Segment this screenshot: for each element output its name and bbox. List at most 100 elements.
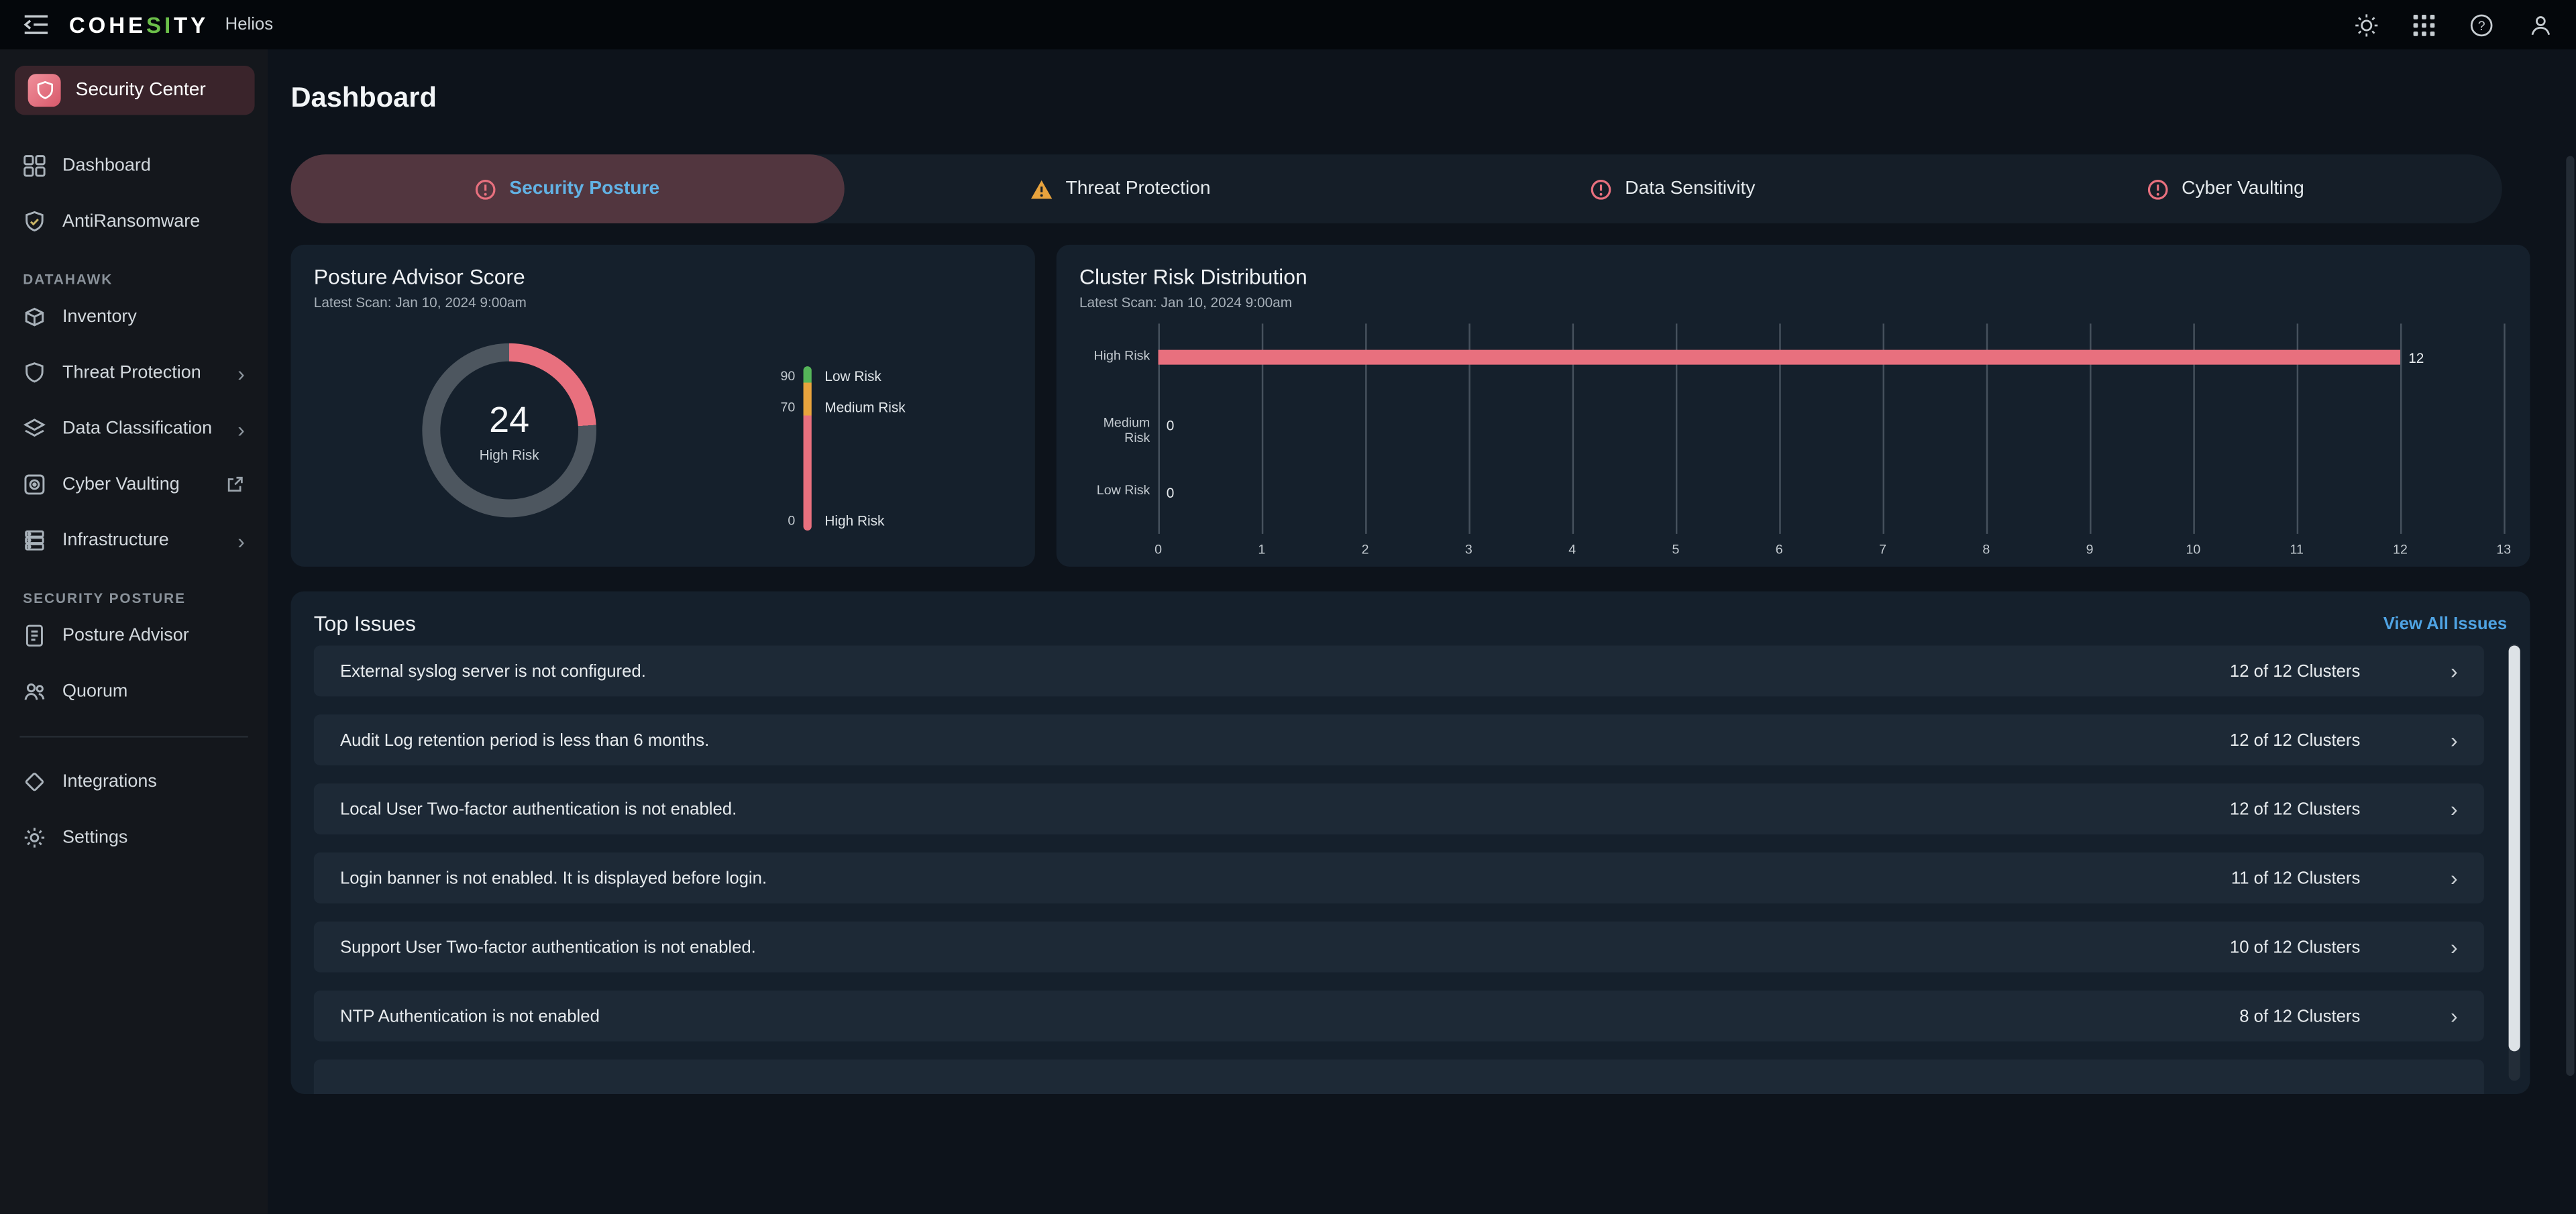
sidebar-item-posture-advisor[interactable]: Posture Advisor <box>0 608 268 663</box>
theme-brightness-icon[interactable] <box>2354 12 2379 37</box>
sidebar-item-label: Data Classification <box>62 419 213 439</box>
quorum-icon <box>24 683 45 700</box>
issue-text: Support User Two-factor authentication i… <box>339 937 756 957</box>
integrations-icon <box>25 773 44 791</box>
sidebar-item-label: Posture Advisor <box>62 626 189 646</box>
sidebar-item-label: AntiRansomware <box>62 211 201 232</box>
bar-medium-risk: 0 <box>1159 417 2504 433</box>
tab-threat-protection[interactable]: Threat Protection <box>844 154 1397 223</box>
svg-text:?: ? <box>2478 18 2485 33</box>
top-issues-card: Top Issues View All Issues External sysl… <box>290 591 2530 1095</box>
issues-scrollbar-track[interactable] <box>2508 644 2520 1081</box>
sidebar-item-integrations[interactable]: Integrations <box>0 754 268 810</box>
tab-security-posture[interactable]: Security Posture <box>290 154 844 224</box>
tab-cyber-vaulting[interactable]: Cyber Vaulting <box>1949 154 2502 223</box>
issue-text: NTP Authentication is not enabled <box>339 1006 600 1026</box>
x-tick-label: 1 <box>1258 542 1266 557</box>
apps-grid-icon[interactable] <box>2413 13 2435 36</box>
card-subtitle: Latest Scan: Jan 10, 2024 9:00am <box>313 294 527 311</box>
x-tick-label: 3 <box>1464 542 1472 557</box>
gridline <box>2090 323 2092 534</box>
list-item[interactable]: Local User Two-factor authentication is … <box>313 783 2484 835</box>
dashboard-icon <box>23 155 46 177</box>
issues-scrollbar-thumb[interactable] <box>2508 645 2520 1052</box>
x-tick-label: 4 <box>1568 542 1576 557</box>
x-tick-label: 6 <box>1775 542 1783 557</box>
user-account-icon[interactable] <box>2528 12 2553 37</box>
risk-scale-legend: 90 70 0 Low Risk Medium Risk High Risk <box>764 366 1027 531</box>
list-item[interactable]: NTP Authentication is not enabled 8 of 1… <box>313 990 2484 1042</box>
external-link-icon <box>227 476 243 492</box>
scale-tick-90: 90 <box>780 368 796 384</box>
threat-protection-icon <box>25 362 44 383</box>
sidebar-item-dashboard[interactable]: Dashboard <box>0 138 268 194</box>
legend-low-risk: Low Risk <box>824 368 881 385</box>
gridline <box>1468 323 1470 534</box>
scale-tick-0: 0 <box>788 513 796 529</box>
data-classification-icon <box>23 419 46 437</box>
sidebar-item-security-center[interactable]: Security Center <box>15 65 255 115</box>
gridline <box>1365 323 1367 534</box>
tab-data-sensitivity[interactable]: Data Sensitivity <box>1397 154 1949 223</box>
sidebar-item-threat-protection[interactable]: Threat Protection <box>0 345 268 400</box>
gridline <box>1261 323 1264 534</box>
chevron-right-icon <box>2451 1005 2458 1027</box>
sidebar-divider <box>19 736 248 738</box>
sidebar-item-cyber-vaulting[interactable]: Cyber Vaulting <box>0 457 268 512</box>
x-tick-label: 0 <box>1155 542 1162 557</box>
chevron-right-icon <box>2451 867 2458 889</box>
tab-label: Security Posture <box>509 178 660 199</box>
sidebar-item-settings[interactable]: Settings <box>0 810 268 865</box>
issue-cluster-count: 12 of 12 Clusters <box>2229 730 2361 750</box>
dashboard-tabbar: Security Posture Threat Protection <box>290 154 2502 224</box>
tab-label: Threat Protection <box>1065 178 1211 199</box>
error-status-icon <box>2147 178 2168 199</box>
list-item[interactable]: Login banner is not enabled. It is displ… <box>313 852 2484 903</box>
x-tick-label: 7 <box>1879 542 1886 557</box>
sidebar-item-infrastructure[interactable]: Infrastructure <box>0 512 268 568</box>
sidebar-item-label: Settings <box>62 828 128 848</box>
sidebar-item-antiransomware[interactable]: AntiRansomware <box>0 194 268 250</box>
list-item[interactable]: Support User Two-factor authentication i… <box>313 921 2484 973</box>
issue-text: External syslog server is not configured… <box>339 661 646 681</box>
bar-value-label: 12 <box>2408 349 2424 366</box>
help-icon[interactable]: ? <box>2469 12 2494 37</box>
issue-cluster-count: 10 of 12 Clusters <box>2229 937 2361 957</box>
posture-advisor-icon <box>25 624 43 647</box>
chevron-right-icon <box>2451 729 2458 751</box>
issues-list: External syslog server is not configured… <box>313 645 2484 1095</box>
sidebar-item-data-classification[interactable]: Data Classification <box>0 401 268 457</box>
gridline <box>1158 323 1160 534</box>
cluster-risk-distribution-card: Cluster Risk Distribution Latest Scan: J… <box>1056 244 2530 567</box>
posture-risk-label: High Risk <box>479 445 539 463</box>
sidebar-item-label: Quorum <box>62 681 128 702</box>
tab-label: Data Sensitivity <box>1625 178 1756 199</box>
issue-text: Audit Log retention period is less than … <box>339 730 710 750</box>
product-name: Helios <box>225 15 274 35</box>
scale-tick-70: 70 <box>780 400 796 415</box>
cohesity-logo: COHE SI TY <box>69 12 209 37</box>
view-all-issues-link[interactable]: View All Issues <box>2383 613 2508 634</box>
gridline <box>1779 323 1781 534</box>
sidebar-section-security-posture: SECURITY POSTURE <box>23 590 186 606</box>
top-issues-title: Top Issues <box>313 611 416 636</box>
chevron-right-icon <box>2451 936 2458 958</box>
collapse-menu-icon[interactable] <box>23 13 49 36</box>
page-scrollbar-thumb[interactable] <box>2566 156 2575 1077</box>
bar-chart-plot: High Risk Medium Risk Low Risk 12 0 <box>1093 323 2506 534</box>
list-item[interactable]: Audit Log retention period is less than … <box>313 714 2484 766</box>
risk-scale-bar <box>803 366 812 531</box>
sidebar-item-label: Inventory <box>62 307 137 327</box>
list-item[interactable]: External syslog server is not configured… <box>313 645 2484 697</box>
x-tick-label: 5 <box>1672 542 1680 557</box>
list-item-partial[interactable] <box>313 1059 2484 1095</box>
settings-gear-icon <box>24 828 45 848</box>
sidebar-item-quorum[interactable]: Quorum <box>0 663 268 719</box>
page-title: Dashboard <box>290 82 437 113</box>
chevron-right-icon <box>2451 660 2458 681</box>
sidebar-item-inventory[interactable]: Inventory <box>0 289 268 345</box>
posture-gauge-center: 24 High Risk <box>440 361 579 500</box>
posture-advisor-score-card: Posture Advisor Score Latest Scan: Jan 1… <box>290 244 1035 567</box>
main-content: Dashboard Security Posture <box>268 49 2576 1214</box>
sidebar-item-label: Threat Protection <box>62 363 201 383</box>
